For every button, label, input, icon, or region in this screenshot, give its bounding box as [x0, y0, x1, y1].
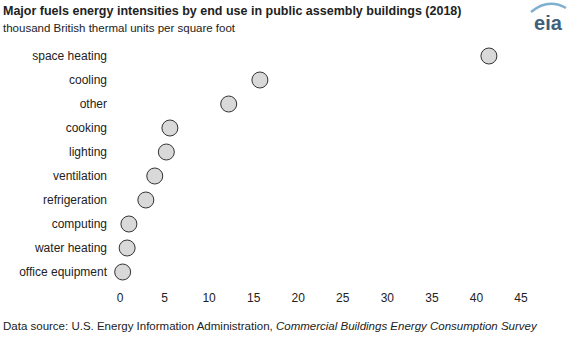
tick-label: 15 [247, 291, 261, 305]
tick-label: 10 [202, 291, 216, 305]
tick-label: 35 [425, 291, 439, 305]
marks [115, 48, 497, 280]
source-prefix: Data source: U.S. Energy Information Adm… [3, 320, 276, 332]
category-label: refrigeration [43, 193, 107, 207]
tick-label: 25 [336, 291, 350, 305]
tick-label: 45 [514, 291, 528, 305]
category-label: water heating [34, 241, 107, 255]
category-label: other [80, 97, 107, 111]
tick-label: 20 [292, 291, 306, 305]
chart: Major fuels energy intensities by end us… [0, 0, 571, 337]
source: Data source: U.S. Energy Information Adm… [3, 320, 538, 332]
dot [162, 120, 178, 136]
dot [147, 168, 163, 184]
tick-label: 5 [161, 291, 168, 305]
dot [221, 96, 237, 112]
category-label: computing [52, 217, 107, 231]
dot [119, 240, 135, 256]
category-label: space heating [32, 49, 107, 63]
category-label: office equipment [19, 265, 108, 279]
source-title: Commercial Buildings Energy Consumption … [276, 320, 538, 332]
dot [252, 72, 268, 88]
tick-label: 40 [470, 291, 484, 305]
category-label: cooking [66, 121, 107, 135]
subtitle: thousand British thermal units per squar… [3, 22, 236, 34]
tick-label: 0 [117, 291, 124, 305]
tick-label: 30 [381, 291, 395, 305]
logo-text: eia [534, 12, 563, 34]
dot [121, 216, 137, 232]
dot [115, 264, 131, 280]
title: Major fuels energy intensities by end us… [3, 4, 461, 18]
logo-swoosh [531, 4, 566, 12]
dot [481, 48, 497, 64]
dot [138, 192, 154, 208]
logo: eia [531, 4, 566, 34]
dot [158, 144, 174, 160]
category-label: ventilation [53, 169, 107, 183]
category-label: lighting [69, 145, 107, 159]
category-label: cooling [69, 73, 107, 87]
